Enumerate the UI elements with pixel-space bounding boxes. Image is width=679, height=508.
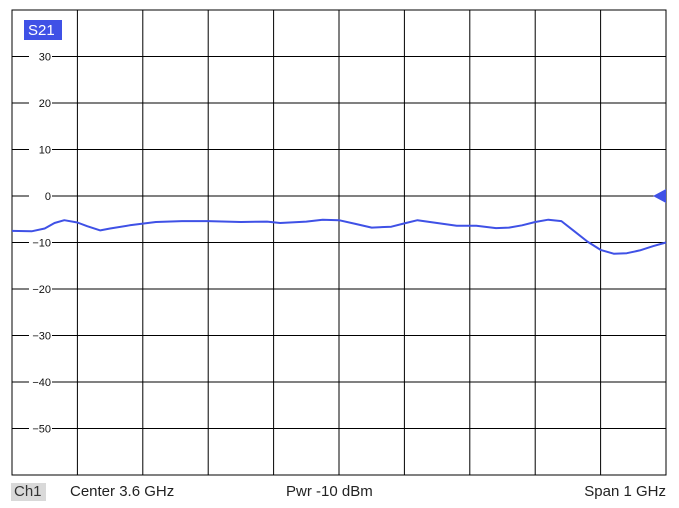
s21-trace-line [11,218,667,255]
trace-label: S21 [24,20,62,40]
power-label: Pwr -10 dBm [286,483,373,500]
y-tick-label: 10 [39,145,51,157]
channel-label: Ch1 [11,483,46,501]
y-tick-label: −20 [32,284,51,296]
y-tick-label: −10 [32,238,51,250]
reference-level-marker [653,189,666,203]
trace-label-text: S21 [28,22,55,39]
span-label: Span 1 GHz [584,483,666,500]
y-tick-label: 30 [39,52,51,64]
grid-lines [12,10,666,475]
y-tick-label: −30 [32,331,51,343]
y-tick-label: −40 [32,377,51,389]
center-frequency-label: Center 3.6 GHz [70,483,175,500]
y-tick-labels: 30 20 10 0 −10 −20 −30 −40 −50 [32,52,51,436]
trace-layer [11,218,667,255]
y-tick-label: −50 [32,424,51,436]
y-tick-label: 0 [45,191,51,203]
y-tick-label: 20 [39,98,51,110]
